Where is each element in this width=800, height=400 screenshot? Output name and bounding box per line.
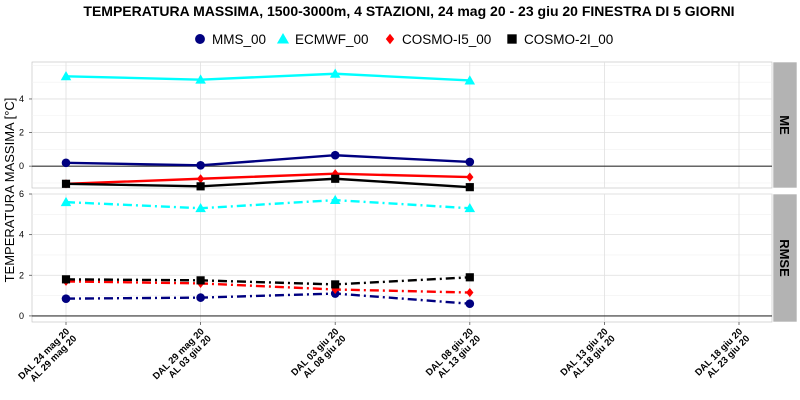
x-tick-label: DAL 08 giu 20AL 13 giu 20 bbox=[424, 326, 483, 385]
x-tick-label: DAL 29 mag 20AL 03 giu 20 bbox=[151, 326, 214, 389]
data-point bbox=[465, 299, 475, 309]
data-point bbox=[61, 294, 71, 303]
legend-label-cosmo-i5_00: COSMO-I5_00 bbox=[402, 32, 491, 47]
data-point bbox=[465, 183, 474, 192]
x-tick-label: DAL 18 giu 20AL 23 giu 20 bbox=[693, 326, 752, 385]
data-point bbox=[195, 74, 206, 84]
data-point bbox=[329, 194, 341, 205]
y-tick-label: 2 bbox=[19, 270, 24, 280]
panel-strip-label: RMSE bbox=[777, 239, 792, 277]
legend-marker-cosmo-2i_00 bbox=[507, 34, 517, 44]
y-tick-label: 4 bbox=[19, 230, 24, 240]
panel-rmse: 0 2 4 6 RMSE bbox=[19, 189, 798, 323]
series-me-cosmo-2i_00 bbox=[61, 174, 474, 192]
data-point bbox=[466, 172, 474, 182]
data-point bbox=[60, 196, 72, 207]
legend: MMS_00 ECMWF_00 COSMO-I5_00 COSMO-2I_00 bbox=[195, 32, 613, 47]
series-line bbox=[65, 198, 470, 210]
data-point bbox=[196, 276, 205, 285]
panel-strip-label: ME bbox=[777, 115, 792, 135]
series-rmse-ecmwf_00 bbox=[60, 194, 476, 213]
data-point bbox=[464, 75, 476, 85]
data-point bbox=[331, 174, 340, 183]
series-line bbox=[65, 292, 470, 305]
y-tick-label: 0 bbox=[19, 161, 24, 171]
data-point bbox=[330, 150, 340, 160]
series-rmse-cosmo-2i_00 bbox=[61, 273, 474, 289]
x-axis: DAL 24 mag 20AL 29 mag 20 DAL 29 mag 20AL… bbox=[16, 322, 752, 389]
data-point bbox=[196, 174, 205, 184]
series-line bbox=[65, 177, 470, 189]
chart-title: TEMPERATURA MASSIMA, 1500-3000m, 4 STAZI… bbox=[83, 3, 734, 19]
series-line bbox=[65, 72, 470, 82]
legend-marker-cosmo-i5_00 bbox=[385, 33, 395, 45]
series-line bbox=[65, 154, 470, 167]
x-tick-label: DAL 13 giu 20AL 18 giu 20 bbox=[558, 326, 617, 385]
x-tick-label: DAL 03 giu 20AL 08 giu 20 bbox=[289, 326, 348, 385]
data-point bbox=[465, 273, 474, 282]
legend-label-ecmwf_00: ECMWF_00 bbox=[295, 32, 369, 47]
series-me-ecmwf_00 bbox=[60, 68, 476, 85]
series-line bbox=[65, 276, 470, 286]
series-line bbox=[65, 172, 470, 185]
legend-label-mms_00: MMS_00 bbox=[212, 32, 266, 47]
legend-label-cosmo-2i_00: COSMO-2I_00 bbox=[524, 32, 613, 47]
data-point bbox=[196, 182, 205, 191]
data-point bbox=[331, 280, 340, 289]
data-point bbox=[465, 157, 475, 167]
data-point bbox=[329, 68, 341, 78]
y-tick-label: 2 bbox=[19, 128, 24, 138]
data-point bbox=[195, 202, 206, 213]
y-tick-label: 4 bbox=[19, 94, 24, 104]
series-line bbox=[65, 280, 470, 294]
data-point bbox=[61, 158, 71, 168]
series-me-mms_00 bbox=[61, 150, 475, 170]
data-point bbox=[466, 287, 474, 298]
x-tick-label: DAL 24 mag 20AL 29 mag 20 bbox=[16, 326, 79, 389]
series-rmse-mms_00 bbox=[61, 289, 475, 309]
data-point bbox=[60, 71, 72, 81]
legend-marker-mms_00 bbox=[195, 34, 205, 44]
panel-me: 0 2 4 ME bbox=[19, 61, 798, 192]
y-tick-label: 6 bbox=[19, 189, 24, 199]
data-point bbox=[61, 275, 71, 284]
y-axis-label: TEMPERATURA MASSIMA [°C] bbox=[2, 98, 17, 283]
y-tick-label: 0 bbox=[19, 311, 24, 321]
data-point bbox=[61, 179, 71, 188]
data-point bbox=[464, 202, 476, 213]
chart-panels: 0 2 4 ME 0 2 4 6 RMSE bbox=[19, 61, 798, 323]
data-point bbox=[196, 161, 205, 170]
legend-marker-ecmwf_00 bbox=[276, 32, 290, 44]
data-point bbox=[196, 293, 205, 302]
